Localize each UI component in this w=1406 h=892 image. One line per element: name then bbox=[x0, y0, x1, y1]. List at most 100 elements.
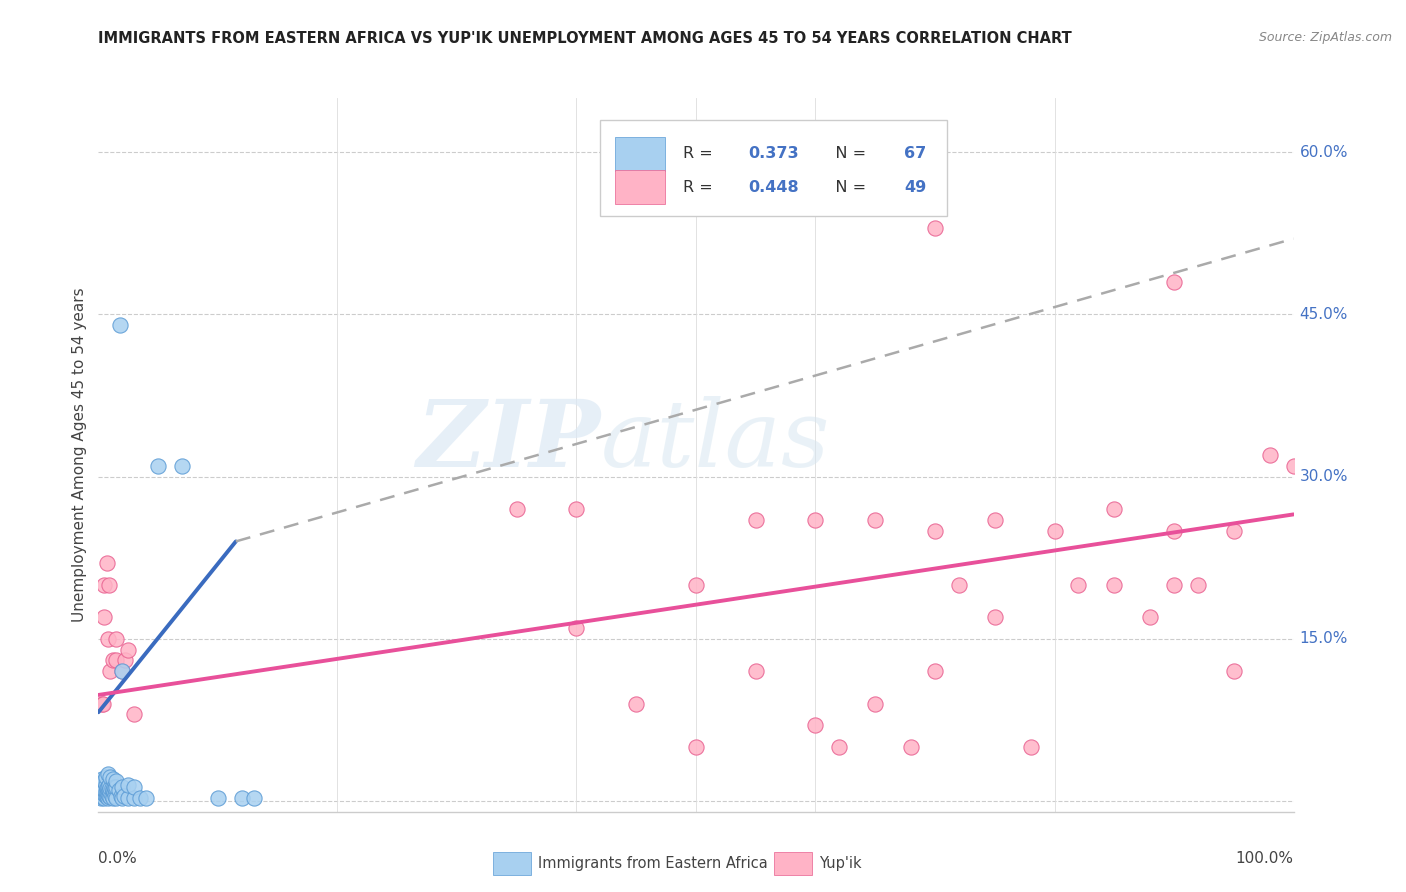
Text: N =: N = bbox=[820, 146, 872, 161]
Point bbox=[117, 778, 139, 792]
Point bbox=[1019, 739, 1042, 754]
Point bbox=[207, 790, 229, 805]
Point bbox=[93, 790, 115, 805]
Point bbox=[105, 780, 128, 794]
Text: Source: ZipAtlas.com: Source: ZipAtlas.com bbox=[1258, 31, 1392, 45]
Point bbox=[1102, 577, 1125, 591]
Point bbox=[745, 664, 768, 678]
Point bbox=[100, 789, 122, 803]
Point bbox=[828, 739, 851, 754]
Point bbox=[101, 653, 124, 667]
Point bbox=[105, 790, 128, 805]
Point bbox=[96, 780, 118, 795]
Point bbox=[117, 642, 139, 657]
Point bbox=[900, 739, 922, 754]
Text: 30.0%: 30.0% bbox=[1299, 469, 1348, 484]
Point bbox=[97, 632, 120, 646]
Point bbox=[94, 785, 117, 799]
Point bbox=[804, 718, 827, 732]
Point bbox=[1139, 610, 1161, 624]
Point bbox=[124, 790, 146, 805]
Point bbox=[98, 789, 121, 803]
Point bbox=[100, 780, 122, 795]
Point bbox=[948, 577, 970, 591]
Point bbox=[114, 653, 136, 667]
Point bbox=[91, 785, 114, 799]
Point bbox=[124, 707, 146, 722]
Point bbox=[1163, 577, 1185, 591]
Point bbox=[98, 577, 121, 591]
Point bbox=[983, 513, 1005, 527]
Text: IMMIGRANTS FROM EASTERN AFRICA VS YUP'IK UNEMPLOYMENT AMONG AGES 45 TO 54 YEARS : IMMIGRANTS FROM EASTERN AFRICA VS YUP'IK… bbox=[98, 31, 1073, 46]
Point bbox=[1187, 577, 1209, 591]
Point bbox=[103, 785, 125, 799]
Point bbox=[101, 790, 124, 805]
Point bbox=[96, 556, 118, 570]
Point bbox=[97, 767, 120, 781]
Point bbox=[94, 778, 117, 792]
Point bbox=[104, 780, 127, 795]
FancyBboxPatch shape bbox=[614, 136, 665, 171]
Point bbox=[1222, 524, 1246, 538]
Point bbox=[243, 790, 266, 805]
Point bbox=[93, 774, 115, 789]
Point bbox=[89, 789, 111, 803]
Text: N =: N = bbox=[820, 180, 872, 194]
Text: Yup'ik: Yup'ik bbox=[820, 855, 862, 871]
Point bbox=[565, 621, 588, 635]
Point bbox=[983, 610, 1005, 624]
Point bbox=[97, 780, 120, 794]
Point bbox=[112, 789, 135, 803]
FancyBboxPatch shape bbox=[600, 120, 946, 216]
Point bbox=[91, 697, 114, 711]
Point bbox=[98, 783, 121, 797]
Point bbox=[104, 789, 127, 803]
Text: 0.373: 0.373 bbox=[748, 146, 799, 161]
Point bbox=[101, 783, 124, 797]
Y-axis label: Unemployment Among Ages 45 to 54 years: Unemployment Among Ages 45 to 54 years bbox=[72, 287, 87, 623]
Point bbox=[231, 790, 253, 805]
Point bbox=[105, 632, 128, 646]
Point bbox=[94, 770, 117, 784]
Point bbox=[93, 610, 115, 624]
Point bbox=[1163, 275, 1185, 289]
Point bbox=[924, 664, 946, 678]
Point bbox=[111, 790, 134, 805]
Point bbox=[98, 778, 121, 792]
Point bbox=[1163, 524, 1185, 538]
Point bbox=[172, 458, 194, 473]
Point bbox=[124, 780, 146, 794]
Point bbox=[94, 789, 117, 803]
Text: 60.0%: 60.0% bbox=[1299, 145, 1348, 160]
Text: R =: R = bbox=[683, 180, 717, 194]
Text: 100.0%: 100.0% bbox=[1236, 851, 1294, 866]
Point bbox=[93, 788, 115, 802]
Point bbox=[1067, 577, 1090, 591]
Point bbox=[90, 779, 112, 793]
Point bbox=[135, 790, 157, 805]
Point bbox=[624, 697, 647, 711]
Point bbox=[506, 502, 529, 516]
Text: 45.0%: 45.0% bbox=[1299, 307, 1348, 322]
Point bbox=[111, 664, 134, 678]
Text: 0.0%: 0.0% bbox=[98, 851, 138, 866]
Point bbox=[91, 783, 114, 797]
Point bbox=[91, 786, 114, 800]
Point bbox=[148, 458, 170, 473]
Point bbox=[1043, 524, 1066, 538]
Point bbox=[685, 577, 707, 591]
Text: atlas: atlas bbox=[600, 396, 830, 485]
Point bbox=[111, 780, 134, 794]
Point bbox=[98, 789, 122, 804]
Point bbox=[565, 502, 588, 516]
Point bbox=[96, 789, 118, 803]
Point bbox=[1282, 458, 1305, 473]
Text: 49: 49 bbox=[904, 180, 927, 194]
Point bbox=[91, 789, 114, 803]
Point bbox=[93, 577, 115, 591]
Point bbox=[1222, 664, 1246, 678]
Text: 67: 67 bbox=[904, 146, 927, 161]
Point bbox=[97, 788, 120, 802]
Text: 15.0%: 15.0% bbox=[1299, 632, 1348, 646]
Point bbox=[117, 790, 139, 805]
